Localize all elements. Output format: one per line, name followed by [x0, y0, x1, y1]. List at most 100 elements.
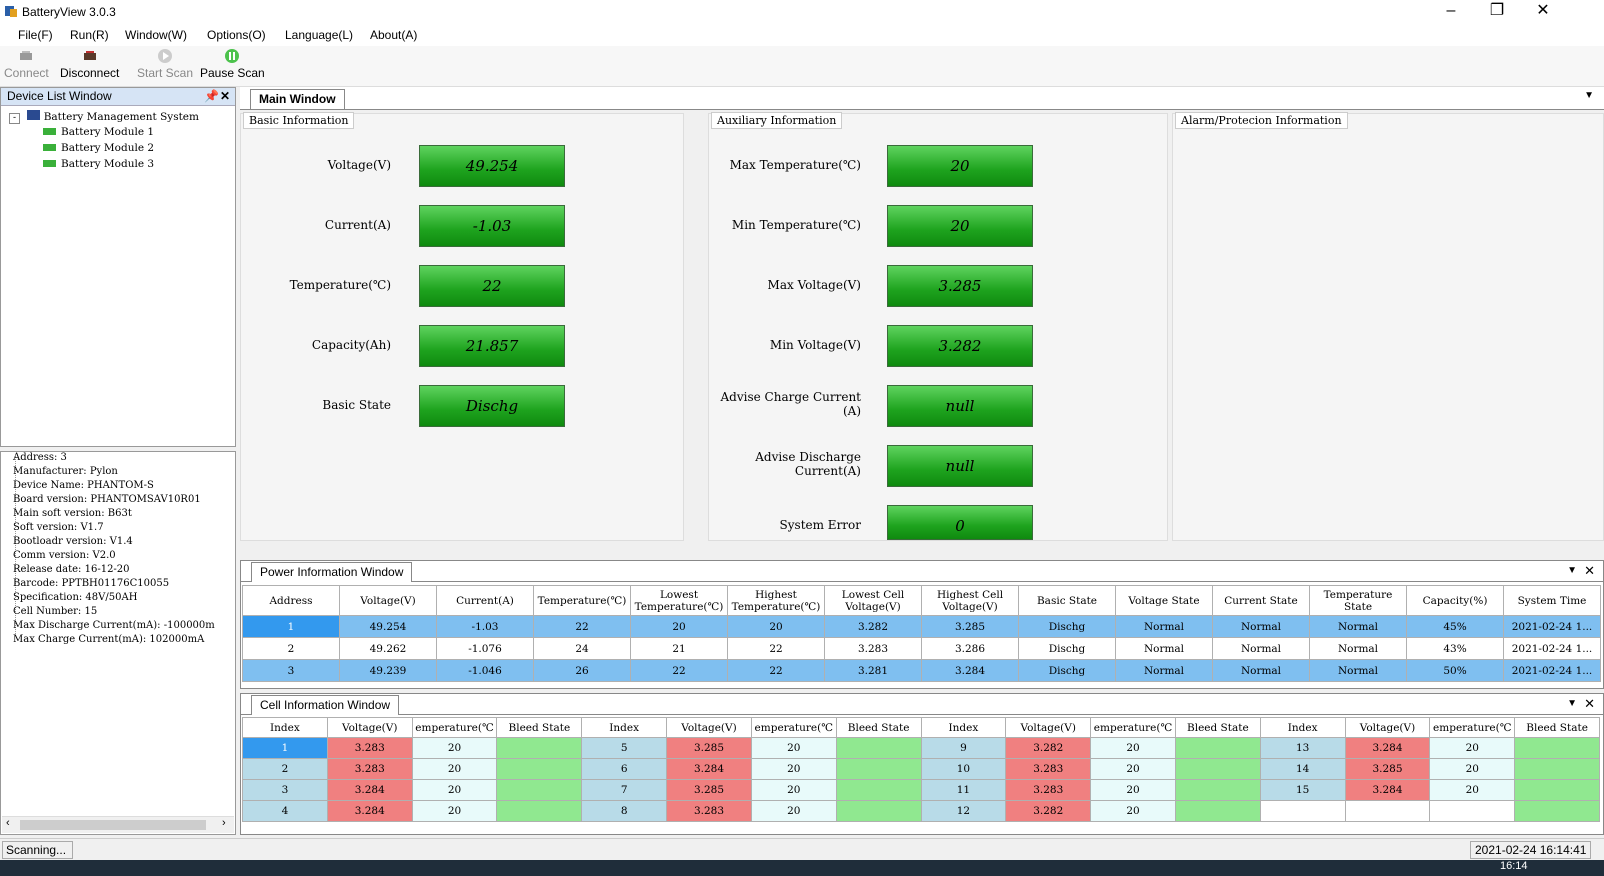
tree-item-module-3[interactable]: Battery Module 3	[43, 158, 154, 170]
scroll-left-icon[interactable]: ‹	[6, 817, 10, 829]
power-col-header[interactable]: System Time	[1503, 585, 1601, 616]
status-bar: Scanning... 2021-02-24 16:14:41	[0, 838, 1604, 861]
cell-value: 20	[1090, 800, 1176, 822]
scroll-right-icon[interactable]: ›	[222, 817, 226, 829]
power-cell: 2021-02-24 1...	[1503, 637, 1601, 660]
cell-value: 11	[920, 779, 1007, 801]
cell-value: 20	[1090, 758, 1176, 780]
cell-table-row[interactable]: 1 3.283 20 5 3.285 20 9 3.282 20 13 3.284 20	[242, 737, 1600, 759]
cell-col-header[interactable]: Voltage(V)	[1005, 717, 1092, 738]
disconnect-icon	[83, 51, 96, 60]
min-voltage-value: 3.282	[887, 325, 1033, 367]
close-icon[interactable]: ✕	[1584, 696, 1595, 711]
menu-file[interactable]: File(F)	[18, 28, 53, 42]
start-scan-button[interactable]: Start Scan	[137, 48, 193, 80]
cell-col-header[interactable]: Voltage(V)	[666, 717, 752, 738]
power-cell: Normal	[1115, 637, 1213, 660]
cell-col-header[interactable]: Index	[581, 717, 668, 738]
basic-state-value: Dischg	[419, 385, 565, 427]
cell-col-header[interactable]: Index	[920, 717, 1007, 738]
device-list-header: Device List Window 📌 ✕	[1, 88, 235, 106]
tree-item-module-1[interactable]: Battery Module 1	[43, 126, 154, 138]
menu-window[interactable]: Window(W)	[125, 28, 187, 42]
power-cell: Normal	[1309, 659, 1407, 682]
tab-power-info[interactable]: Power Information Window	[251, 562, 413, 582]
cell-col-header[interactable]: emperature(℃	[411, 717, 498, 738]
cell-col-header[interactable]: Voltage(V)	[326, 717, 413, 738]
cell-table-row[interactable]: 4 3.284 20 8 3.283 20 12 3.282 20	[242, 800, 1600, 822]
restore-button[interactable]: ❐	[1489, 2, 1505, 19]
cell-col-header[interactable]: emperature(℃	[750, 717, 837, 738]
power-col-header[interactable]: Capacity(%)	[1406, 585, 1504, 616]
power-col-header[interactable]: Highest Temperature(℃)	[727, 585, 825, 616]
menu-bar: File(F) Run(R) Window(W) Options(O) Lang…	[0, 24, 1604, 46]
chevron-down-icon[interactable]: ▼	[1567, 565, 1577, 576]
power-col-header[interactable]: Lowest Temperature(℃)	[630, 585, 728, 616]
cell-col-header[interactable]: Bleed State	[1174, 717, 1261, 738]
menu-language[interactable]: Language(L)	[285, 28, 354, 42]
device-list-window: Device List Window 📌 ✕ - Battery Managem…	[0, 87, 236, 447]
power-col-header[interactable]: Lowest Cell Voltage(V)	[824, 585, 922, 616]
power-info-header: Power Information Window ▼ ✕	[241, 561, 1603, 582]
cell-value: 6	[581, 758, 668, 780]
cell-value: 20	[1090, 737, 1176, 759]
power-cell: Normal	[1309, 615, 1407, 638]
pause-scan-button[interactable]: Pause Scan	[200, 48, 265, 80]
power-col-header[interactable]: Temperature(℃)	[533, 585, 631, 616]
power-table-row[interactable]: 3 49.239 -1.046 26 22 22 3.281 3.284 Dischg Norma…	[242, 659, 1601, 682]
cell-table-row[interactable]: 3 3.284 20 7 3.285 20 11 3.283 20 15 3.284 20	[242, 779, 1600, 801]
cell-value: 20	[750, 758, 837, 780]
menu-run[interactable]: Run(R)	[70, 28, 109, 42]
cell-value	[496, 758, 583, 780]
connect-button[interactable]: Connect	[4, 48, 49, 80]
cell-col-header[interactable]: Voltage(V)	[1344, 717, 1431, 738]
current-value: -1.03	[419, 205, 565, 247]
power-col-header[interactable]: Voltage State	[1115, 585, 1213, 616]
tree-item-module-2[interactable]: Battery Module 2	[43, 142, 154, 154]
close-icon[interactable]: ✕	[1584, 563, 1595, 578]
cell-value: 9	[920, 737, 1007, 759]
power-col-header[interactable]: Address	[242, 585, 340, 616]
chevron-down-icon[interactable]: ▼	[1567, 698, 1577, 709]
power-table-row[interactable]: 2 49.262 -1.076 24 21 22 3.283 3.286 Dischg Norma…	[242, 637, 1601, 660]
minimize-button[interactable]: –	[1446, 2, 1456, 19]
chevron-down-icon[interactable]: ▼	[1584, 90, 1594, 101]
power-cell: Normal	[1212, 615, 1310, 638]
close-button[interactable]: ✕	[1536, 2, 1550, 19]
cell-value: 3.285	[1344, 758, 1431, 780]
tab-cell-info[interactable]: Cell Information Window	[251, 695, 400, 715]
cell-value: 20	[411, 800, 498, 822]
power-col-header[interactable]: Basic State	[1018, 585, 1116, 616]
cell-col-header[interactable]: Bleed State	[496, 717, 583, 738]
cell-col-header[interactable]: Index	[1259, 717, 1346, 738]
tree-root[interactable]: - Battery Management System	[9, 110, 199, 124]
cell-col-header[interactable]: Bleed State	[835, 717, 922, 738]
power-col-header[interactable]: Temperature State	[1309, 585, 1407, 616]
power-col-header[interactable]: Current(A)	[436, 585, 534, 616]
power-col-header[interactable]: Voltage(V)	[339, 585, 437, 616]
scroll-thumb[interactable]	[20, 820, 206, 830]
menu-options[interactable]: Options(O)	[207, 28, 266, 42]
power-table-row[interactable]: 1 49.254 -1.03 22 20 20 3.282 3.285 Dischg Normal…	[242, 615, 1601, 638]
close-icon[interactable]: ✕	[220, 89, 231, 103]
horizontal-scrollbar[interactable]: ‹ ›	[2, 816, 234, 833]
power-col-header[interactable]: Current State	[1212, 585, 1310, 616]
power-cell: 22	[727, 637, 825, 660]
toolbar: Connect Disconnect Start Scan Pause Scan	[0, 46, 1604, 87]
cell-col-header[interactable]: Bleed State	[1514, 717, 1600, 738]
collapse-icon[interactable]: -	[9, 113, 20, 124]
power-cell: 1	[242, 615, 340, 638]
tab-main-window[interactable]: Main Window	[250, 89, 345, 109]
menu-about[interactable]: About(A)	[370, 28, 418, 42]
system-error-value: 0	[887, 505, 1033, 540]
power-col-header[interactable]: Highest Cell Voltage(V)	[921, 585, 1019, 616]
cell-col-header[interactable]: Index	[242, 717, 328, 738]
cell-table-row[interactable]: 2 3.283 20 6 3.284 20 10 3.283 20 14 3.285 20	[242, 758, 1600, 780]
cell-col-header[interactable]: emperature(℃	[1090, 717, 1176, 738]
cell-col-header[interactable]: emperature(℃	[1429, 717, 1516, 738]
power-info-table: Address Voltage(V) Current(A) Temperature(℃…	[242, 585, 1601, 682]
info-address: Address: 3	[13, 452, 67, 463]
disconnect-button[interactable]: Disconnect	[60, 48, 119, 80]
pin-icon[interactable]: 📌	[204, 89, 219, 103]
voltage-value: 49.254	[419, 145, 565, 187]
